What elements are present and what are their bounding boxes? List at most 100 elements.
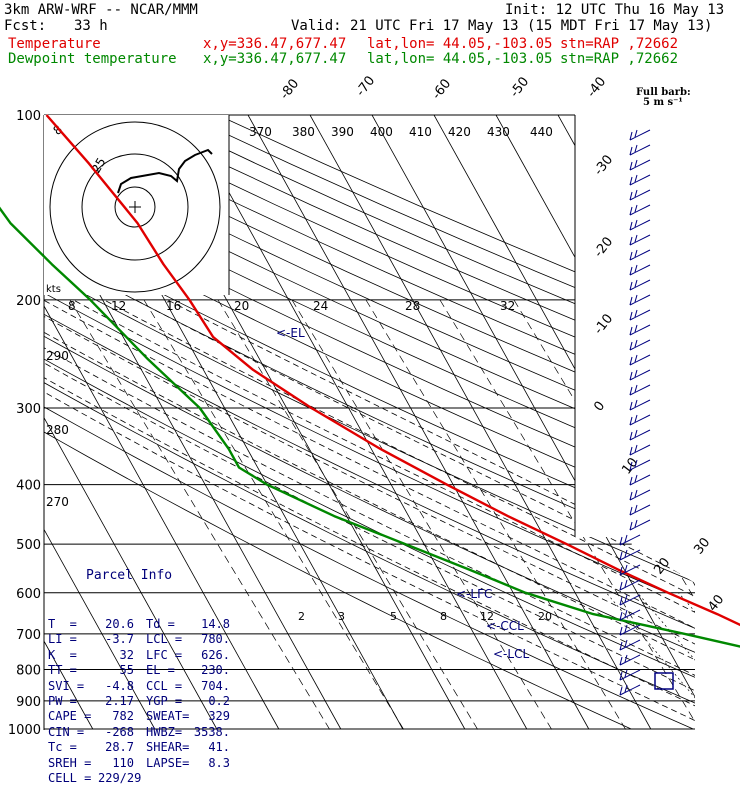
wind-barb-flag [635, 160, 637, 167]
parcel-cell: CAPE = [48, 709, 91, 724]
parcel-cell: 55 [120, 663, 134, 678]
theta-label: 440 [530, 125, 553, 139]
wind-barb [630, 280, 650, 290]
upper-guide-line [366, 300, 626, 730]
pressure-label-1000: 1000 [8, 723, 41, 738]
wind-barb-staff [630, 520, 650, 530]
wind-barb-flag [635, 265, 637, 272]
pressure-label-100: 100 [16, 109, 41, 124]
wind-barb [630, 490, 650, 500]
wind-barb-flag [635, 130, 637, 137]
wind-barb [630, 310, 650, 320]
mixing-label-lower: 2 [298, 610, 305, 623]
wind-barb-flag [625, 535, 627, 542]
wind-barb-staff [620, 535, 640, 545]
wind-barb-staff [620, 655, 640, 665]
pressure-label-400: 400 [16, 479, 41, 494]
wind-barb-flag [625, 565, 627, 572]
wind-barb [630, 130, 650, 140]
wind-barb [630, 370, 650, 380]
parcel-cell: 329 [208, 709, 230, 724]
isotherm-label: -50 [507, 74, 532, 100]
upper-guide-line [514, 300, 740, 730]
isotherm-label: -60 [429, 76, 454, 102]
mixing-label-lower: 8 [440, 610, 447, 623]
wind-barb [630, 235, 650, 245]
isotherm-label: -70 [353, 73, 378, 99]
isotherm-label: -80 [277, 76, 302, 102]
wind-barb [630, 145, 650, 155]
parcel-cell: LAPSE= [146, 756, 189, 771]
mixing-label-upper: 20 [234, 299, 249, 313]
parcel-cell: 626. [201, 648, 230, 663]
wind-barb-staff [630, 475, 650, 485]
parcel-cell: 2.17 [105, 694, 134, 709]
parcel-cell: 14.8 [201, 617, 230, 632]
wind-barb-flag [625, 550, 627, 557]
wind-barb [630, 415, 650, 425]
parcel-cell: K = [48, 648, 77, 663]
parcel-cell: SWEAT= [146, 709, 189, 724]
wind-barb-flag [635, 235, 637, 242]
parcel-cell: PW = [48, 694, 77, 709]
wind-barb-staff [630, 340, 650, 350]
wind-barb-staff [630, 160, 650, 170]
wind-barb [630, 250, 650, 260]
isotherm-line [248, 115, 589, 729]
parcel-row: CELL =229/29 [44, 771, 234, 786]
wind-barb [630, 505, 650, 515]
upper-guide-line [440, 300, 700, 730]
wind-barb-staff [630, 145, 650, 155]
isotherm-label: 30 [691, 535, 713, 557]
wind-barb-staff [630, 190, 650, 200]
wind-barb-flag [635, 430, 637, 437]
wind-barb-flag [635, 445, 637, 452]
wind-barb-flag [635, 355, 637, 362]
moist-adiabat-line [167, 300, 740, 729]
mixing-ratio-line [638, 593, 740, 729]
theta-label: 390 [331, 125, 354, 139]
theta-label: 420 [448, 125, 471, 139]
isotherm-line [620, 115, 740, 729]
parcel-cell: 110 [112, 756, 134, 771]
parcel-cell: LFC = [146, 648, 182, 663]
parcel-cell: 32 [120, 648, 134, 663]
wind-barb [620, 535, 640, 545]
mixing-label-lower: 3 [338, 610, 345, 623]
mixing-label-upper: 24 [313, 299, 328, 313]
parcel-cell: 28.7 [105, 740, 134, 755]
wind-barb [630, 475, 650, 485]
wind-barb [620, 610, 640, 620]
pressure-label-300: 300 [16, 402, 41, 417]
wind-barb [630, 205, 650, 215]
level-marker: <-CCL [486, 619, 524, 633]
isotherm-label: -40 [584, 74, 609, 100]
parcel-cell: 41. [208, 740, 230, 755]
parcel-cell: -4.8 [105, 679, 134, 694]
wind-barb [630, 355, 650, 365]
parcel-cell: CIN = [48, 725, 84, 740]
dry-adiabat-line [186, 115, 740, 729]
wind-barb [630, 520, 650, 530]
isotherm-line [558, 115, 740, 729]
wind-barb-flag [635, 490, 637, 497]
wind-key-value: 5 m s⁻¹ [643, 97, 683, 108]
theta-label: 280 [46, 423, 69, 437]
mixing-label-lower: 5 [390, 610, 397, 623]
isotherm-line [310, 115, 651, 729]
mixing-label-lower: 20 [538, 610, 552, 623]
wind-barb-flag [635, 505, 637, 512]
wind-barb-staff [620, 610, 640, 620]
parcel-cell: TT = [48, 663, 77, 678]
parcel-row: K = 32 LFC = 626. [44, 648, 234, 663]
wind-barb-flag [635, 370, 637, 377]
hodograph: 8 25 kts [44, 115, 229, 295]
parcel-cell: SHEAR= [146, 740, 189, 755]
wind-barb [630, 175, 650, 185]
theta-label: 290 [46, 349, 69, 363]
